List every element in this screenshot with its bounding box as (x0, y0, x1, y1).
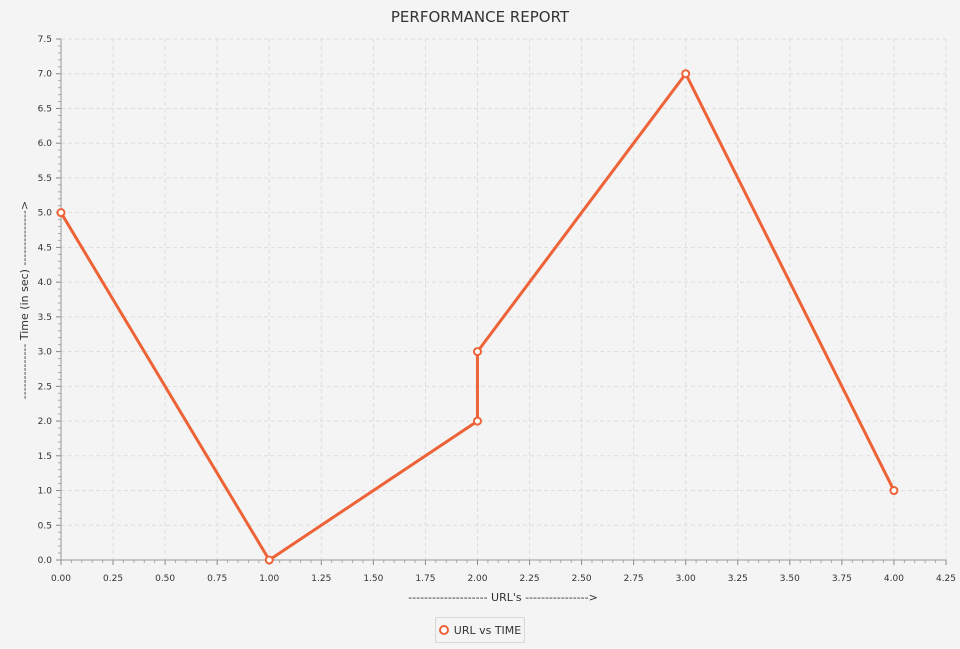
data-point (889, 486, 899, 496)
data-point (681, 69, 691, 79)
x-tick-label: 3.75 (832, 574, 852, 584)
x-tick-label: 2.50 (572, 574, 592, 584)
x-axis-label: -------------------- URL's -------------… (408, 591, 598, 604)
data-point (264, 555, 274, 565)
legend: URL vs TIME (435, 617, 525, 643)
series-line (59, 72, 896, 562)
series-layer (56, 69, 899, 565)
y-tick-label: 7.0 (38, 70, 53, 80)
x-tick-label: 0.25 (103, 574, 123, 584)
y-tick-label: 1.5 (38, 452, 52, 462)
data-point (56, 208, 66, 218)
x-tick-label: 3.00 (676, 574, 696, 584)
chart-title: PERFORMANCE REPORT (390, 8, 570, 26)
x-tick-label: 1.00 (259, 574, 279, 584)
y-tick-label: 6.0 (38, 139, 53, 149)
y-axis-label: -------------- Time (in sec) -----------… (18, 201, 31, 399)
y-tick-label: 6.5 (38, 104, 52, 114)
y-tick-label: 3.5 (38, 313, 52, 323)
y-tick-label: 2.0 (38, 417, 53, 427)
x-tick-label: 1.75 (415, 574, 435, 584)
y-tick-label: 4.0 (38, 278, 53, 288)
axis-layer: 0.00 0.25 0.50 0.75 1.00 1.25 1.50 1.75 2.00 2.25… (38, 35, 956, 584)
y-tick-label: 5.0 (38, 209, 53, 219)
x-tick-label: 4.25 (936, 574, 956, 584)
x-tick-label: 2.25 (520, 574, 540, 584)
x-tick-label: 3.50 (780, 574, 800, 584)
x-tick-label: 0.50 (155, 574, 175, 584)
legend-marker-icon (438, 625, 449, 635)
x-tick-label: 1.25 (311, 574, 331, 584)
x-tick-label: 0.75 (207, 574, 227, 584)
x-tick-label: 1.50 (363, 574, 383, 584)
y-tick-label: 5.5 (38, 174, 52, 184)
x-tick-label: 2.75 (624, 574, 644, 584)
x-tick-label: 3.25 (728, 574, 748, 584)
y-tick-label: 4.5 (38, 243, 52, 253)
data-point (472, 416, 482, 426)
y-tick-label: 7.5 (38, 35, 52, 45)
y-tick-label: 3.0 (38, 348, 53, 358)
x-tick-label: 2.00 (467, 574, 487, 584)
y-tick-label: 0.0 (38, 556, 53, 566)
y-tick-label: 1.0 (38, 487, 53, 497)
y-tick-label: 2.5 (38, 382, 52, 392)
x-tick-label: 0.00 (51, 574, 71, 584)
data-point (472, 347, 482, 357)
grid-layer (61, 38, 947, 560)
x-tick-label: 4.00 (884, 574, 904, 584)
legend-label: URL vs TIME (453, 623, 522, 637)
y-tick-label: 0.5 (38, 521, 52, 531)
